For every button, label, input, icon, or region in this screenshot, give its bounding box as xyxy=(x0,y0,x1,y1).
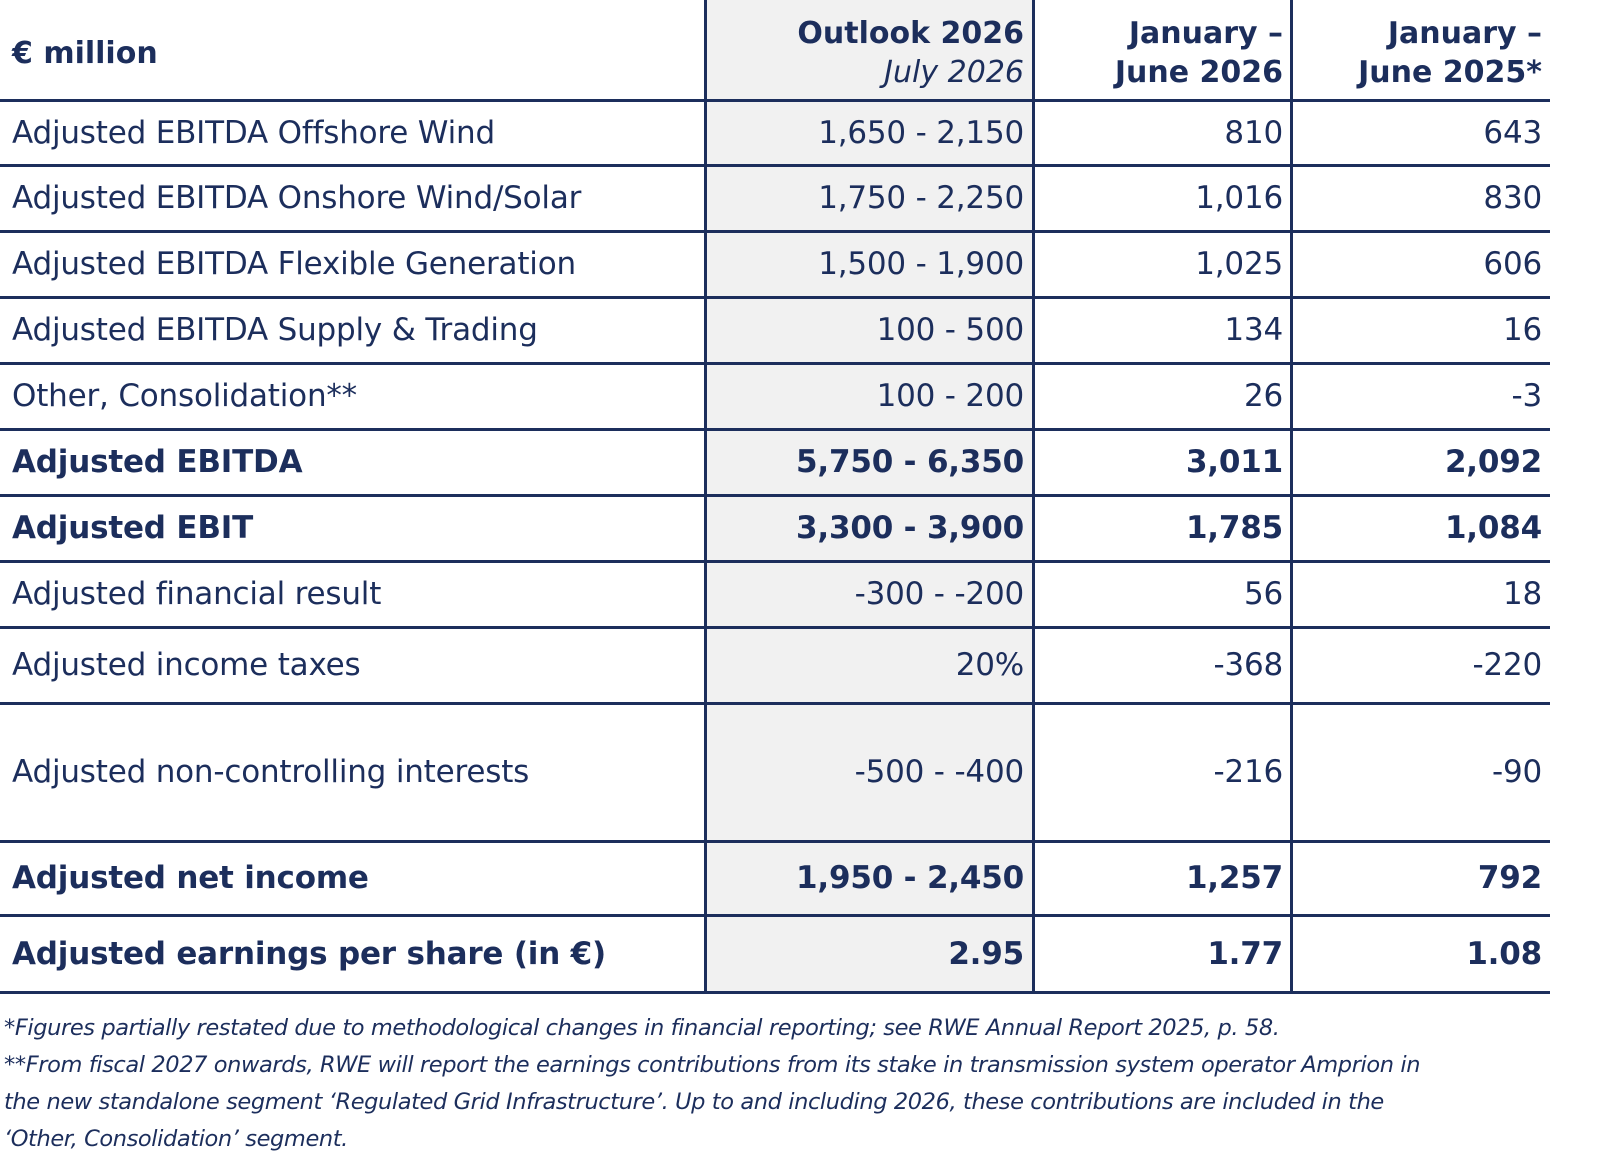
h1-2025-value: 606 xyxy=(1483,246,1542,282)
outlook-value: 3,300 - 3,900 xyxy=(796,510,1024,546)
h1-2025-value: 830 xyxy=(1483,180,1542,216)
bottom-rule xyxy=(0,991,1550,994)
row-label: Adjusted net income xyxy=(12,860,369,896)
row-rule xyxy=(0,840,1550,843)
column-divider xyxy=(704,0,707,994)
h1-2025-value: -220 xyxy=(1472,647,1542,683)
row-rule xyxy=(0,230,1550,233)
outlook-value: 100 - 200 xyxy=(876,378,1025,414)
h1-2026-value: 1,785 xyxy=(1185,510,1283,546)
h1-2025-value: 16 xyxy=(1502,312,1542,348)
h1-2025-value: 2,092 xyxy=(1444,444,1542,480)
h1-2026-value: -216 xyxy=(1213,754,1283,790)
footnotes: *Figures partially restated due to metho… xyxy=(4,1010,1594,1158)
row-label: Other, Consolidation** xyxy=(12,378,357,414)
footnote-amprion-line3: ‘Other, Consolidation’ segment. xyxy=(4,1126,348,1152)
footnote-amprion-line2: the new standalone segment ‘Regulated Gr… xyxy=(4,1089,1384,1115)
footnote-restated: *Figures partially restated due to metho… xyxy=(4,1015,1280,1041)
row-label: Adjusted EBITDA Flexible Generation xyxy=(12,246,576,282)
h1-2026-value: 810 xyxy=(1224,114,1283,151)
outlook-value: 2.95 xyxy=(948,935,1024,972)
row-rule xyxy=(0,626,1550,629)
row-rule xyxy=(0,296,1550,299)
outlook-header: Outlook 2026 July 2026 xyxy=(706,6,1024,100)
h1-2026-value: 1.77 xyxy=(1207,935,1283,972)
h1-2026-value: 56 xyxy=(1243,576,1283,612)
h1-2026-value: 1,016 xyxy=(1195,180,1283,216)
h1-2026-value: 134 xyxy=(1224,312,1283,348)
row-label: Adjusted EBITDA Onshore Wind/Solar xyxy=(12,180,582,216)
row-label: Adjusted financial result xyxy=(12,576,382,612)
h1-2026-value: 1,025 xyxy=(1195,246,1283,282)
header-rule xyxy=(0,99,1550,102)
row-rule xyxy=(0,560,1550,563)
row-label: Adjusted earnings per share (in €) xyxy=(12,935,607,972)
h1-2026-header: January – June 2026 xyxy=(1036,6,1283,100)
h1-2025-value: 18 xyxy=(1502,576,1542,612)
row-rule xyxy=(0,428,1550,431)
outlook-value: 1,650 - 2,150 xyxy=(818,114,1024,151)
outlook-value: 100 - 500 xyxy=(876,312,1025,348)
outlook-value: 1,950 - 2,450 xyxy=(796,860,1024,896)
row-rule xyxy=(0,914,1550,917)
outlook-value: 20% xyxy=(955,647,1025,683)
outlook-value: -300 - -200 xyxy=(854,576,1025,612)
outlook-value: 1,500 - 1,900 xyxy=(818,246,1024,282)
h1-2025-header: January – June 2025* xyxy=(1294,6,1542,100)
row-label: Adjusted EBITDA Supply & Trading xyxy=(12,312,538,348)
row-rule xyxy=(0,362,1550,365)
outlook-title: Outlook 2026 xyxy=(797,16,1024,51)
unit-label: € million xyxy=(12,35,158,71)
h1-2025-value: 643 xyxy=(1483,114,1542,151)
h1-2026-header-line1: January – xyxy=(1128,16,1283,51)
h1-2026-value: 3,011 xyxy=(1185,444,1283,480)
h1-2025-value: 1,084 xyxy=(1444,510,1542,546)
h1-2026-value: -368 xyxy=(1213,647,1283,683)
row-rule xyxy=(0,702,1550,705)
unit-header: € million xyxy=(12,6,692,100)
outlook-subtitle: July 2026 xyxy=(884,55,1024,90)
footnote-amprion-line1: **From fiscal 2027 onwards, RWE will rep… xyxy=(4,1052,1421,1078)
row-label: Adjusted EBITDA xyxy=(12,444,303,480)
row-label: Adjusted EBITDA Offshore Wind xyxy=(12,114,495,151)
row-rule xyxy=(0,164,1550,167)
row-label: Adjusted non-controlling interests xyxy=(12,754,530,790)
outlook-value: -500 - -400 xyxy=(854,754,1025,790)
h1-2025-value: -90 xyxy=(1491,754,1542,790)
outlook-value: 1,750 - 2,250 xyxy=(818,180,1024,216)
column-divider xyxy=(1032,0,1035,994)
h1-2025-value: 1.08 xyxy=(1466,935,1542,972)
outlook-value: 5,750 - 6,350 xyxy=(796,444,1024,480)
row-label: Adjusted income taxes xyxy=(12,647,361,683)
h1-2026-header-line2: June 2026 xyxy=(1114,55,1283,90)
column-divider xyxy=(1290,0,1293,994)
h1-2026-value: 1,257 xyxy=(1185,860,1283,896)
h1-2025-value: -3 xyxy=(1511,378,1542,414)
h1-2025-value: 792 xyxy=(1477,860,1542,896)
h1-2025-header-line1: January – xyxy=(1387,16,1542,51)
row-label: Adjusted EBIT xyxy=(12,510,254,546)
row-rule xyxy=(0,494,1550,497)
h1-2026-value: 26 xyxy=(1243,378,1283,414)
h1-2025-header-line2: June 2025* xyxy=(1358,55,1542,90)
